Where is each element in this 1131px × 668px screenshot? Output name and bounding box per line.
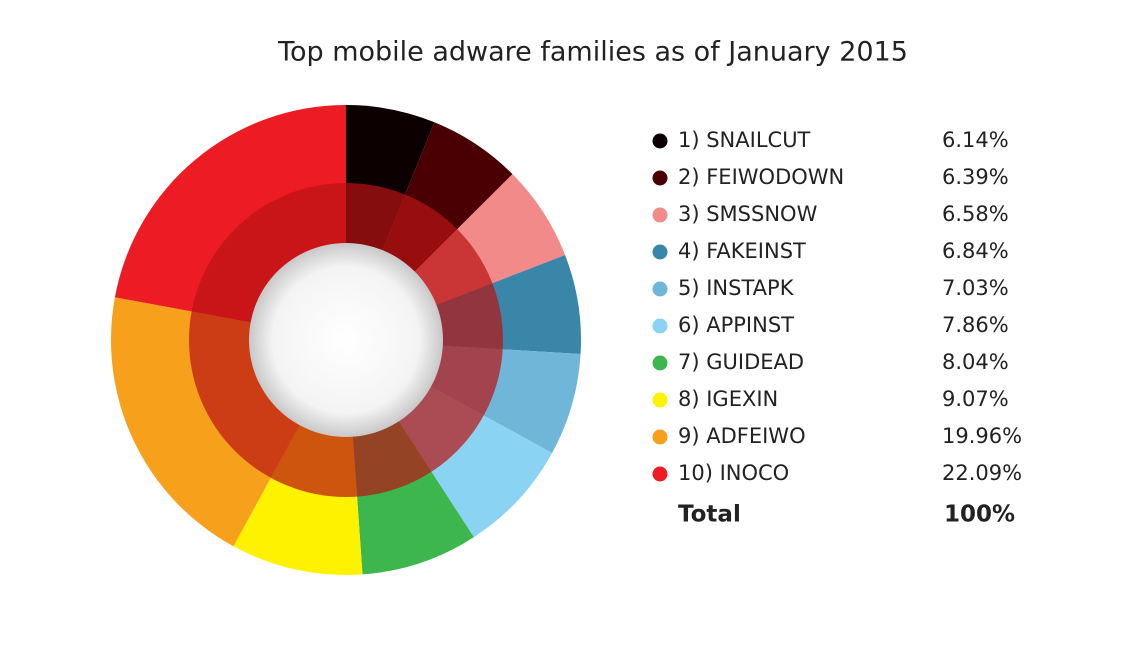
legend-label: 4) FAKEINST [678,239,806,263]
value-label: 22.09% [942,461,1022,485]
legend-label: 10) INOCO [678,461,789,485]
value-label: 9.07% [942,387,1009,411]
value-label: 8.04% [942,350,1009,374]
value-label: 6.84% [942,239,1009,263]
donut-hole [249,243,443,437]
legend-label: 1) SNAILCUT [678,128,811,152]
legend-label: 2) FEIWODOWN [678,165,844,189]
legend-swatch [652,207,668,223]
legend-swatch [652,318,668,334]
value-label: 6.39% [942,165,1009,189]
legend-swatch [652,281,668,297]
donut [110,105,581,575]
value-label: 6.58% [942,202,1009,226]
legend-swatch [652,392,668,408]
legend-label: 7) GUIDEAD [678,350,804,374]
legend-swatch [652,244,668,260]
legend-swatch [652,429,668,445]
total-label: Total [678,502,741,528]
legend-swatch [652,466,668,482]
legend-label: 9) ADFEIWO [678,424,806,448]
legend-swatch [652,133,668,149]
value-label: 19.96% [942,424,1022,448]
legend-label: 6) APPINST [678,313,794,337]
value-label: 6.14% [942,128,1009,152]
legend-label: 5) INSTAPK [678,276,795,300]
legend-swatch [652,355,668,371]
legend-swatch [652,170,668,186]
total-value: 100% [944,502,1015,528]
value-label: 7.03% [942,276,1009,300]
legend: 1) SNAILCUT 6.14% 2) FEIWODOWN 6.39% 3) SMSS… [652,128,1022,485]
value-label: 7.86% [942,313,1009,337]
chart-title: Top mobile adware families as of January… [277,37,908,68]
legend-label: 3) SMSSNOW [678,202,818,226]
legend-label: 8) IGEXIN [678,387,778,411]
